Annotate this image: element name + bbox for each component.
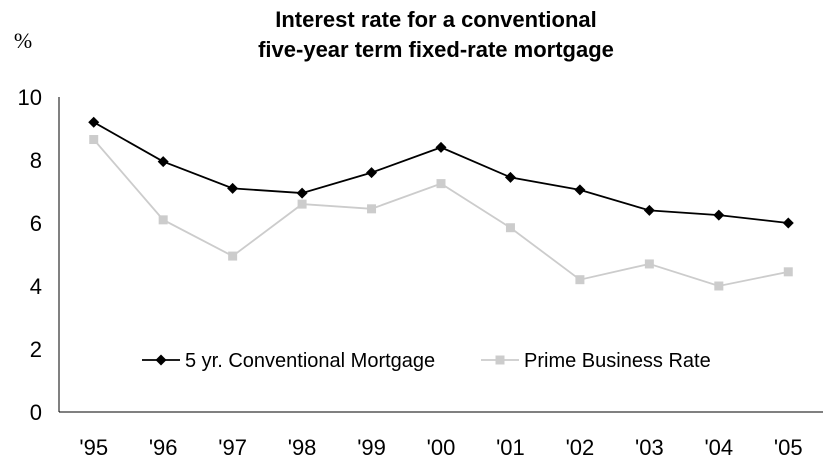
data-point [89,135,99,145]
data-point [574,184,586,196]
x-tick-label: '05 [774,435,803,460]
data-point [504,171,516,183]
y-tick-label: 8 [30,148,42,173]
x-tick-label: '02 [566,435,595,460]
legend-label: Prime Business Rate [524,350,711,372]
series-2 [89,135,793,291]
data-point [783,267,793,277]
legend-item: 5 yr. Conventional Mortgage [142,350,435,372]
series-1 [88,116,794,229]
y-tick-label: 2 [30,337,42,362]
data-point [296,187,308,199]
y-axis-label: % [14,28,32,53]
data-point [643,204,655,216]
data-point [644,259,654,269]
series-line [93,121,789,224]
x-ticks: '95 '96 '97 '98 '99 '00 '01 '02 '03 '04 '05 [79,435,802,460]
y-tick-label: 0 [30,400,42,425]
legend-label: 5 yr. Conventional Mortgage [185,350,435,372]
data-point [505,223,515,233]
data-point [782,217,794,229]
data-point [713,209,725,221]
data-point [714,281,724,291]
x-tick-label: '97 [218,435,247,460]
x-tick-label: '98 [288,435,317,460]
y-ticks: 0 2 4 6 8 10 [18,85,42,425]
chart-title-line-1: Interest rate for a conventional [275,7,597,32]
legend: 5 yr. Conventional Mortgage Prime Busines… [142,350,711,372]
data-point [227,182,239,194]
y-tick-label: 4 [30,274,42,299]
data-point [297,199,307,209]
legend-marker [495,355,505,365]
x-tick-label: '99 [357,435,386,460]
y-tick-label: 10 [18,85,42,110]
data-point [367,204,377,214]
data-point [157,156,169,168]
data-point [228,251,238,261]
data-point [158,215,168,225]
data-point [435,141,447,153]
chart-title-line-2: five-year term fixed-rate mortgage [258,37,614,62]
legend-item: Prime Business Rate [481,350,711,372]
x-tick-label: '96 [149,435,178,460]
data-point [88,116,100,128]
legend-marker [155,354,167,366]
x-tick-label: '01 [496,435,525,460]
x-tick-label: '04 [704,435,733,460]
y-tick-label: 6 [30,211,42,236]
x-tick-label: '00 [427,435,456,460]
data-point [366,167,378,179]
series-layer [88,116,794,291]
x-tick-label: '03 [635,435,664,460]
x-tick-label: '95 [79,435,108,460]
data-point [436,179,446,189]
data-point [575,275,585,285]
